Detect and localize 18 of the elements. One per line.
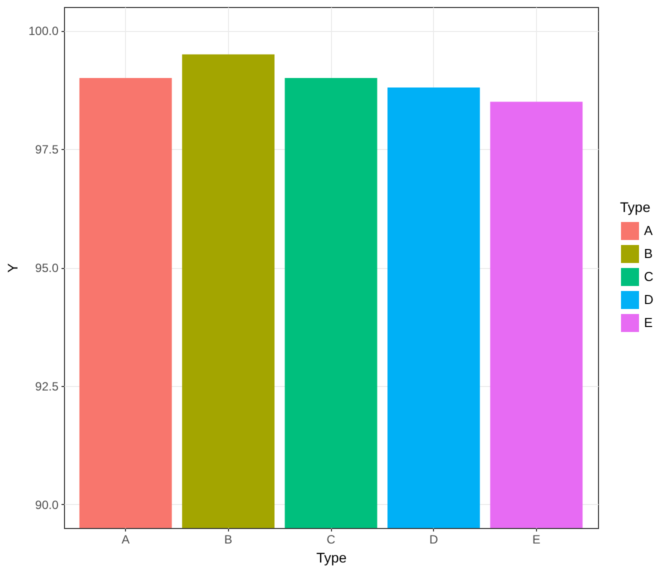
- x-tick-label: A: [122, 532, 130, 546]
- x-axis-title: Type: [316, 550, 347, 566]
- y-tick-label: 100.0: [28, 24, 59, 38]
- x-tick-label: E: [532, 532, 540, 546]
- legend-label: D: [644, 292, 654, 307]
- legend-label: A: [644, 223, 653, 238]
- y-tick-label: 97.5: [35, 142, 59, 157]
- legend-title: Type: [620, 199, 651, 215]
- y-tick-label: 92.5: [35, 379, 59, 394]
- x-tick-label: B: [224, 532, 232, 546]
- legend-label: C: [644, 269, 654, 284]
- x-tick-label: C: [326, 532, 336, 546]
- y-tick-label: 95.0: [35, 261, 59, 275]
- y-axis-title: Y: [4, 262, 20, 273]
- legend-label: E: [644, 315, 653, 330]
- y-tick-label: 90.0: [35, 498, 59, 512]
- x-tick-label: D: [429, 532, 438, 546]
- legend-label: B: [644, 246, 653, 261]
